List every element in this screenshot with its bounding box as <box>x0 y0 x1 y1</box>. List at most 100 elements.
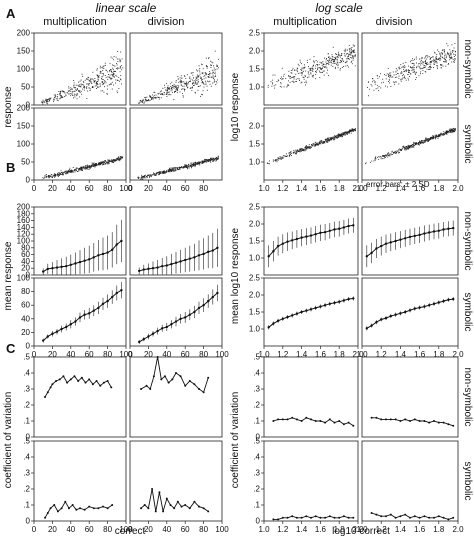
scatter-point <box>307 146 309 148</box>
scatter-point <box>78 84 80 86</box>
scatter-point <box>330 61 332 63</box>
scatter-panel-frame <box>263 107 359 181</box>
scatter-point <box>101 164 103 166</box>
scatter-point <box>401 79 403 81</box>
scatter-point <box>349 51 351 53</box>
scatter-point <box>172 86 174 88</box>
scatter-point <box>318 143 320 145</box>
scatter-point <box>55 175 56 177</box>
scatter-point <box>345 134 347 136</box>
scatter-point <box>102 81 104 83</box>
scatter-point <box>329 140 330 142</box>
scatter-point <box>191 72 193 74</box>
scatter-point <box>439 53 441 55</box>
scatter-point <box>87 166 89 167</box>
scatter-point <box>185 167 187 168</box>
scatter-point <box>283 73 285 75</box>
scatter-point <box>313 145 315 147</box>
scatter-point <box>420 140 422 141</box>
scatter-point <box>418 143 419 144</box>
scatter-point <box>169 169 170 171</box>
scatter-point <box>74 87 76 88</box>
scatter-point <box>396 152 397 154</box>
scatter-point <box>319 71 321 73</box>
scatter-point <box>437 68 438 70</box>
scatter-point <box>288 152 290 154</box>
scatter-point <box>119 158 121 160</box>
scatter-point <box>441 134 443 136</box>
scatter-point <box>308 72 309 74</box>
scatter-point <box>87 83 89 85</box>
scatter-point <box>72 167 74 168</box>
scatter-point <box>424 140 426 142</box>
scatter-point <box>46 102 48 104</box>
scatter-point <box>432 56 434 58</box>
scatter-point <box>47 99 49 100</box>
scatter-point <box>422 140 424 142</box>
scatter-point <box>190 166 192 167</box>
scatter-point <box>145 177 147 179</box>
scatter-point <box>425 63 427 65</box>
scatter-point <box>140 99 141 101</box>
scatter-point <box>61 96 63 98</box>
scatter-point <box>186 84 187 86</box>
scatter-point <box>187 86 189 88</box>
scatter-point <box>96 88 97 89</box>
scatter-point <box>113 75 114 77</box>
scatter-point <box>427 139 429 141</box>
scatter-point <box>94 80 95 82</box>
b-log-x-tick-label: 1.0 <box>356 350 368 359</box>
scatter-point <box>423 141 425 143</box>
b-linear-y-tick-label: 60 <box>21 250 30 259</box>
scatter-point <box>388 152 390 154</box>
scatter-point <box>138 178 139 179</box>
scatter-point <box>111 78 113 80</box>
scatter-point <box>310 73 312 75</box>
b-log-x-tick-label: 1.6 <box>414 350 426 359</box>
scatter-point <box>343 61 345 62</box>
scatter-point <box>414 73 416 75</box>
scatter-point <box>317 143 319 145</box>
scatter-point <box>315 60 317 61</box>
scatter-point <box>299 150 301 152</box>
scatter-point <box>97 77 99 79</box>
scatter-point <box>93 81 95 83</box>
scatter-point <box>433 61 435 63</box>
scatter-point <box>451 132 453 134</box>
scatter-point <box>429 137 431 139</box>
scatter-point <box>182 167 184 169</box>
scatter-point <box>313 56 315 58</box>
scatter-point <box>309 146 311 148</box>
scatter-point <box>200 95 201 97</box>
scatter-point <box>77 84 79 86</box>
scatter-point <box>428 56 430 57</box>
scatter-point <box>170 94 172 96</box>
c-log-y-tick-label: .1 <box>253 417 260 426</box>
scatter-point <box>104 80 106 82</box>
scatter-point <box>198 76 199 78</box>
scatter-point <box>320 68 322 69</box>
scatter-point <box>181 88 182 90</box>
scatter-point <box>55 98 57 100</box>
scatter-point <box>64 171 65 173</box>
scatter-point <box>382 155 384 157</box>
scatter-point <box>453 61 454 63</box>
scatter-point <box>84 167 86 168</box>
cv-panel-frame <box>129 356 223 438</box>
scatter-point <box>404 148 406 150</box>
scatter-point <box>74 87 76 89</box>
scatter-point <box>435 138 437 140</box>
scatter-point <box>420 61 422 63</box>
scatter-point <box>93 79 94 81</box>
scatter-point <box>371 160 373 162</box>
scatter-point <box>349 129 351 131</box>
scatter-point <box>450 51 452 53</box>
scatter-point <box>97 76 99 77</box>
scatter-point <box>115 159 117 161</box>
scatter-point <box>116 68 118 69</box>
scatter-point <box>399 150 401 152</box>
scatter-point <box>89 167 91 168</box>
scatter-point <box>137 176 139 178</box>
scatter-point <box>454 58 456 59</box>
scatter-point <box>120 79 122 81</box>
